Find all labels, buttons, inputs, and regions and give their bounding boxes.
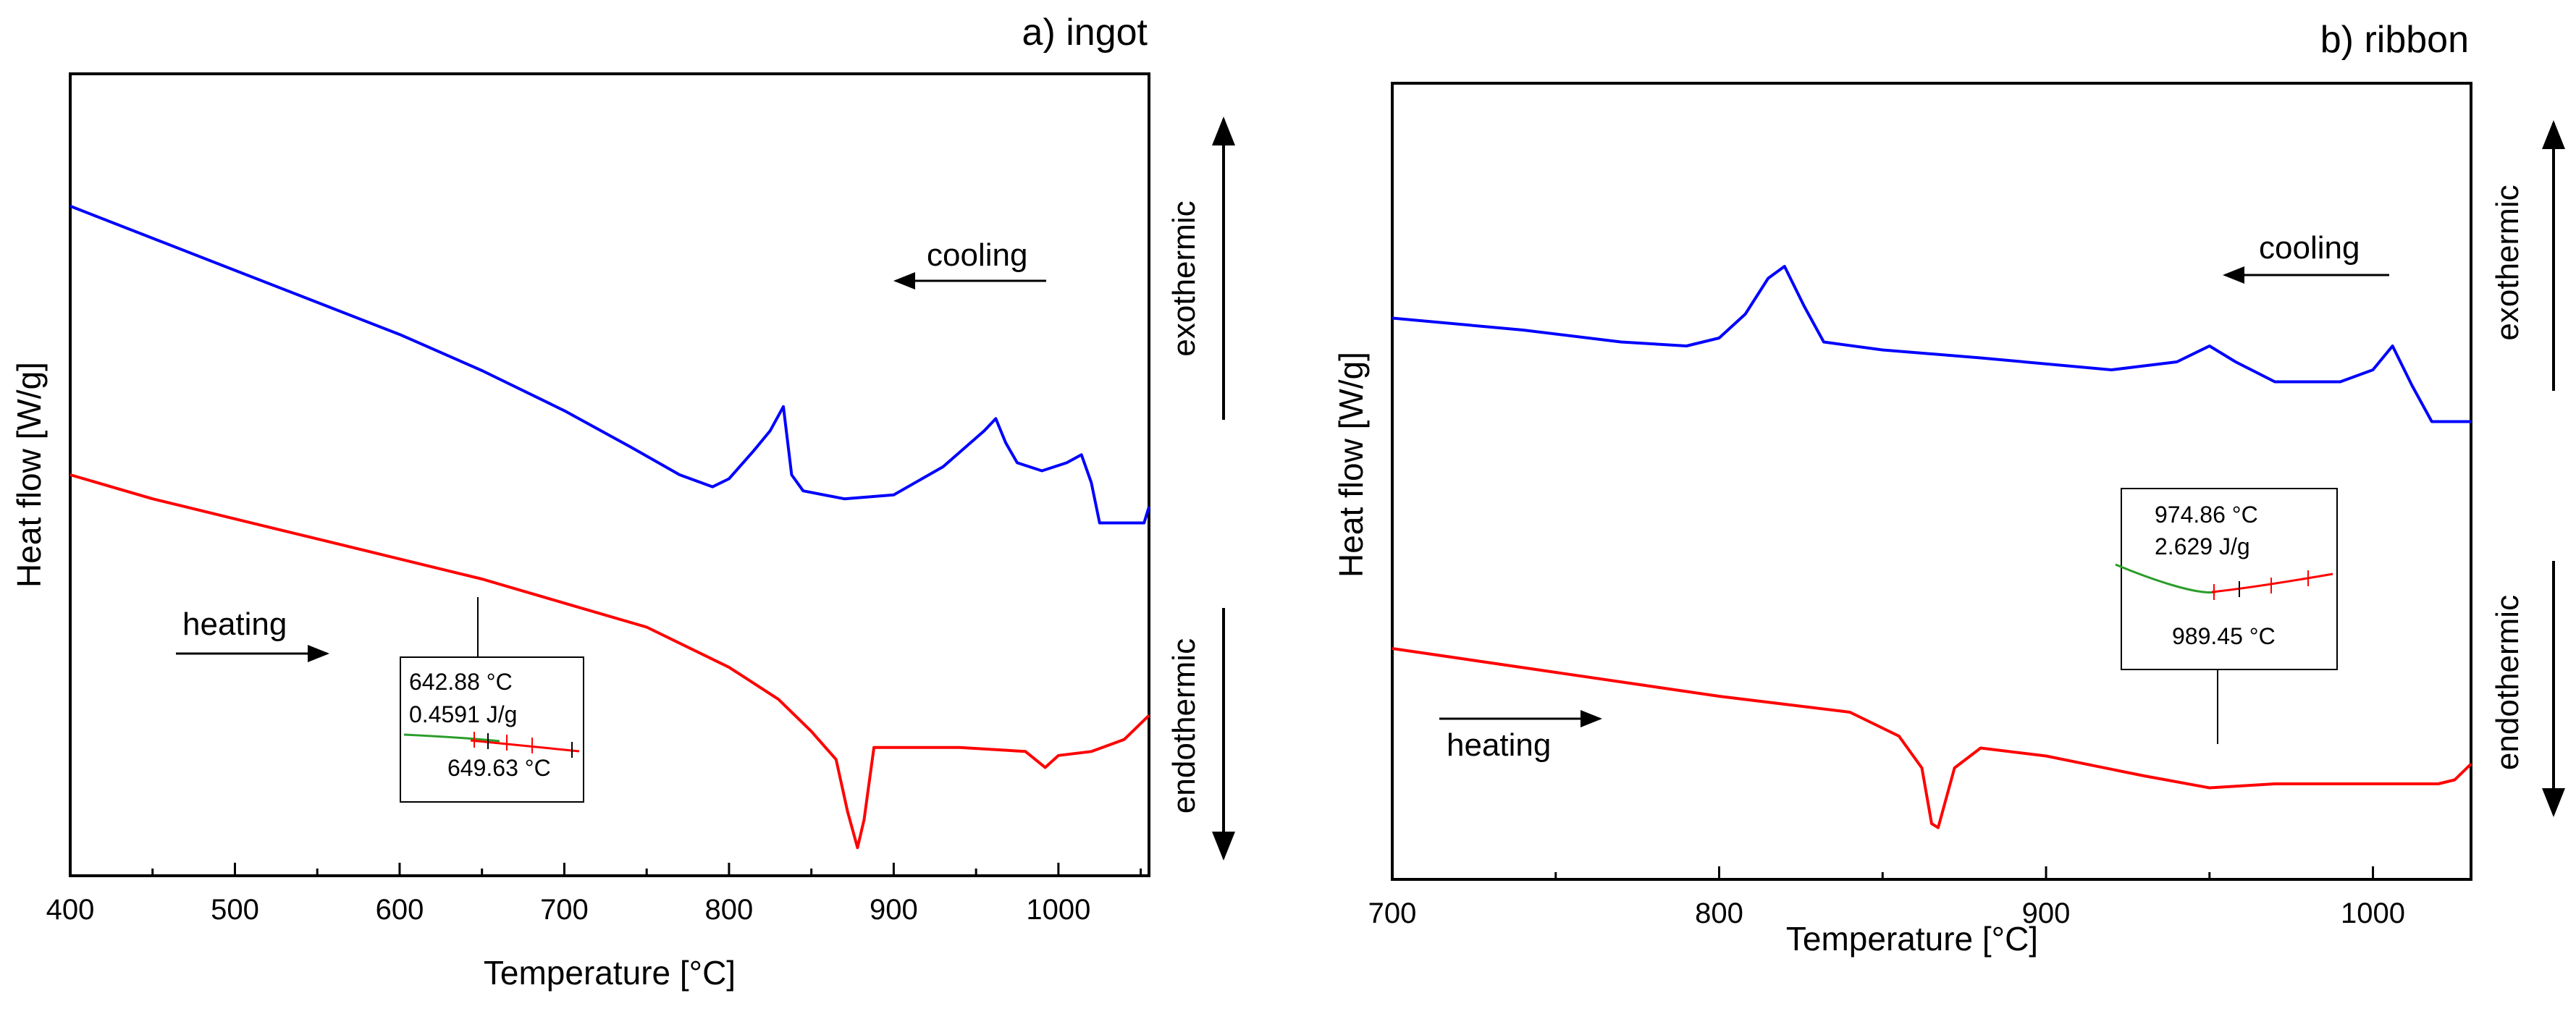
panel-b-callout-line3: 989.45 °C bbox=[2172, 623, 2276, 649]
panel-b-endothermic-label: endothermic bbox=[2490, 595, 2525, 770]
panel-a-callout-line1: 642.88 °C bbox=[409, 669, 513, 695]
panel-b-x-tick-label: 700 bbox=[1368, 897, 1417, 929]
panel-b-heating-curve bbox=[1392, 647, 2472, 829]
panel-b-callout-line2: 2.629 J/g bbox=[2155, 533, 2250, 559]
panel-a-x-tick-label: 400 bbox=[46, 894, 95, 926]
panel-b-x-tick-label: 800 bbox=[1695, 897, 1743, 929]
panel-b: b) ribbon 700 800 900 1000 Temperature [°C]… bbox=[1332, 19, 2565, 958]
panel-a-x-axis-label: Temperature [°C] bbox=[484, 954, 736, 992]
panel-a-callout-box bbox=[400, 656, 584, 803]
panel-a-callout-mini-curve bbox=[403, 733, 500, 743]
panel-a-x-tick-label: 500 bbox=[211, 894, 259, 926]
panel-b-x-ticks: 700 800 900 1000 bbox=[1368, 866, 2405, 929]
panel-a-endothermic-label: endothermic bbox=[1166, 638, 1202, 814]
panel-a-callout: 642.88 °C 0.4591 J/g 649.63 °C bbox=[400, 597, 584, 803]
panel-b-cooling-label: cooling bbox=[2259, 230, 2360, 266]
panel-a-plot-frame bbox=[69, 72, 1150, 877]
panel-b-callout: 974.86 °C 2.629 J/g 989.45 °C bbox=[2115, 488, 2338, 744]
panel-a-x-tick-label: 700 bbox=[540, 894, 589, 926]
panel-b-callout-mini-baseline bbox=[2211, 573, 2333, 593]
panel-a-x-tick-label: 600 bbox=[376, 894, 424, 926]
panel-a-heating-label: heating bbox=[182, 607, 287, 642]
panel-b-y-axis-label: Heat flow [W/g] bbox=[1332, 352, 1370, 578]
panel-a-x-tick-label: 900 bbox=[870, 894, 918, 926]
panel-a-cooling-label: cooling bbox=[927, 237, 1027, 273]
panel-a-x-tick-label: 1000 bbox=[1026, 894, 1090, 926]
panel-a-x-tick-label: 800 bbox=[705, 894, 754, 926]
panel-a-callout-line2: 0.4591 J/g bbox=[409, 701, 517, 727]
panel-a-title: a) ingot bbox=[1022, 12, 1148, 54]
panel-a-cooling-curve bbox=[70, 204, 1150, 525]
panel-b-heating-label: heating bbox=[1447, 727, 1551, 763]
panel-b-x-tick-label: 900 bbox=[2022, 897, 2071, 929]
panel-b-title: b) ribbon bbox=[2320, 19, 2469, 61]
panel-b-callout-line1: 974.86 °C bbox=[2155, 502, 2258, 528]
panel-b-x-tick-label: 1000 bbox=[2341, 897, 2405, 929]
panel-a-exothermic-label: exothermic bbox=[1166, 200, 1202, 356]
panel-a-heating-curve bbox=[70, 473, 1150, 850]
panel-a-x-ticks: 400 500 600 700 800 900 1000 bbox=[46, 863, 1142, 926]
panel-b-callout-mini-curve bbox=[2115, 563, 2216, 594]
panel-b-exothermic-label: exothermic bbox=[2490, 185, 2525, 340]
panel-b-cooling-curve bbox=[1392, 265, 2471, 423]
panel-a-y-axis-label: Heat flow [W/g] bbox=[10, 362, 48, 588]
panel-a: a) ingot 400 500 600 700 800 900 1000 Temperat… bbox=[10, 12, 1235, 992]
panel-b-plot-frame bbox=[1391, 82, 2472, 881]
panel-a-callout-line3: 649.63 °C bbox=[447, 755, 551, 781]
panel-b-x-axis-label: Temperature [°C] bbox=[1786, 920, 2038, 958]
